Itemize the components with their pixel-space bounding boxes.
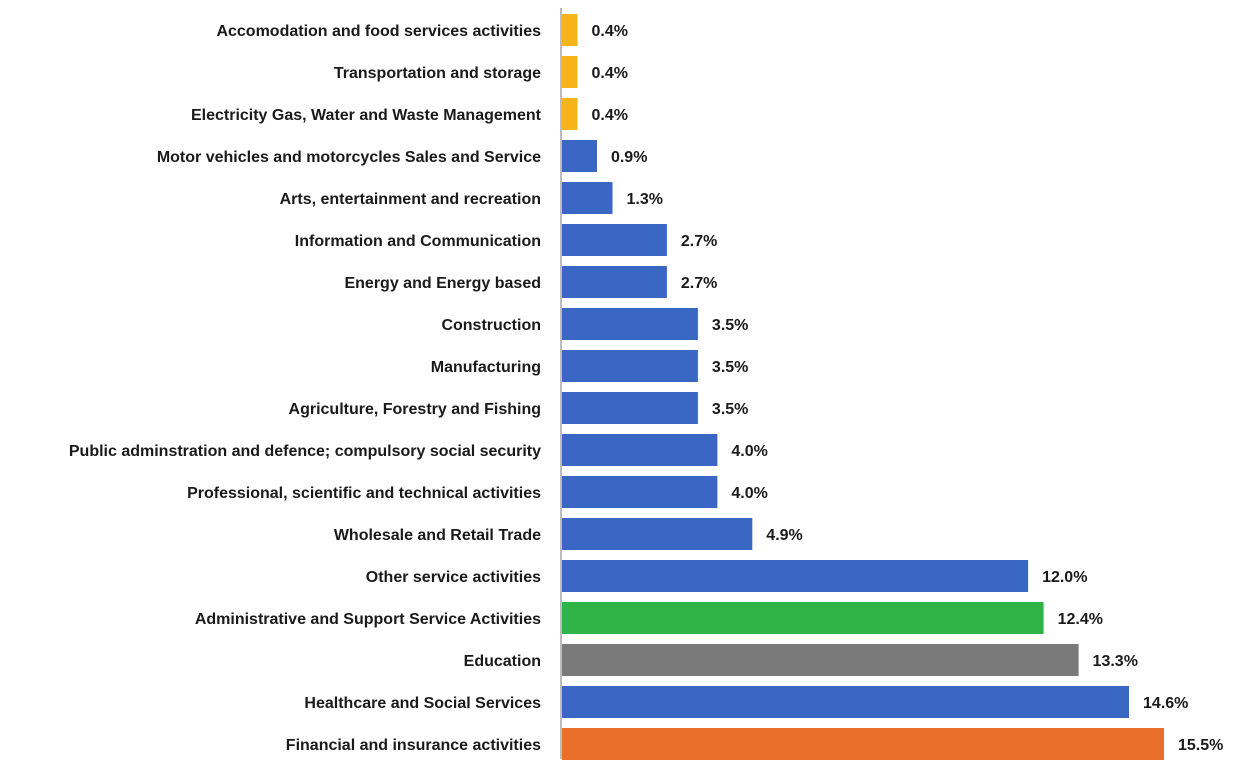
data-label: 3.5% [712, 317, 748, 334]
category-label: Agriculture, Forestry and Fishing [289, 401, 541, 418]
data-label: 3.5% [712, 359, 748, 376]
data-label: 4.9% [766, 527, 802, 544]
category-label: Public adminstration and defence; compul… [69, 443, 541, 460]
data-label: 2.7% [681, 275, 717, 292]
category-label: Motor vehicles and motorcycles Sales and… [157, 149, 541, 166]
data-label: 15.5% [1178, 737, 1223, 754]
data-label: 12.0% [1042, 569, 1087, 586]
category-label: Administrative and Support Service Activ… [195, 611, 541, 628]
bar [562, 476, 718, 508]
category-label: Information and Communication [295, 233, 541, 250]
data-label: 2.7% [681, 233, 717, 250]
data-label: 0.4% [592, 23, 628, 40]
bar [562, 14, 578, 46]
bar [562, 686, 1129, 718]
bar [562, 56, 578, 88]
data-label: 12.4% [1058, 611, 1103, 628]
bar [562, 98, 578, 130]
data-label: 0.4% [592, 65, 628, 82]
bar [562, 518, 753, 550]
data-label: 4.0% [731, 485, 767, 502]
category-label: Professional, scientific and technical a… [187, 485, 541, 502]
category-label: Construction [441, 317, 541, 334]
category-label: Other service activities [366, 569, 541, 586]
data-label: 13.3% [1093, 653, 1138, 670]
bar [562, 728, 1164, 760]
category-label: Wholesale and Retail Trade [334, 527, 541, 544]
data-label: 3.5% [712, 401, 748, 418]
category-label: Manufacturing [431, 359, 541, 376]
bar [562, 266, 667, 298]
data-label: 0.4% [592, 107, 628, 124]
bar [562, 224, 667, 256]
bar [562, 350, 698, 382]
bars-layer [562, 14, 1164, 760]
bar [562, 392, 698, 424]
category-label: Accomodation and food services activitie… [216, 23, 541, 40]
bar [562, 560, 1029, 592]
category-label: Arts, entertainment and recreation [280, 191, 541, 208]
category-label: Education [464, 653, 541, 670]
bar [562, 602, 1044, 634]
category-label: Energy and Energy based [344, 275, 541, 292]
bar [562, 182, 613, 214]
category-label: Financial and insurance activities [286, 737, 541, 754]
bar [562, 140, 597, 172]
value-labels-layer: 0.4% 0.4% 0.4% 0.9% 1.3% 2.7% 2.7% 3.5% 3.5% 3.5%… [592, 23, 1224, 754]
category-label: Transportation and storage [334, 65, 541, 82]
category-label: Electricity Gas, Water and Waste Managem… [191, 107, 542, 124]
data-label: 0.9% [611, 149, 647, 166]
category-labels-layer: Accomodation and food services activitie… [69, 23, 542, 754]
data-label: 1.3% [626, 191, 662, 208]
bar [562, 644, 1079, 676]
bar [562, 308, 698, 340]
data-label: 14.6% [1143, 695, 1188, 712]
data-label: 4.0% [731, 443, 767, 460]
category-label: Healthcare and Social Services [304, 695, 541, 712]
bar [562, 434, 718, 466]
